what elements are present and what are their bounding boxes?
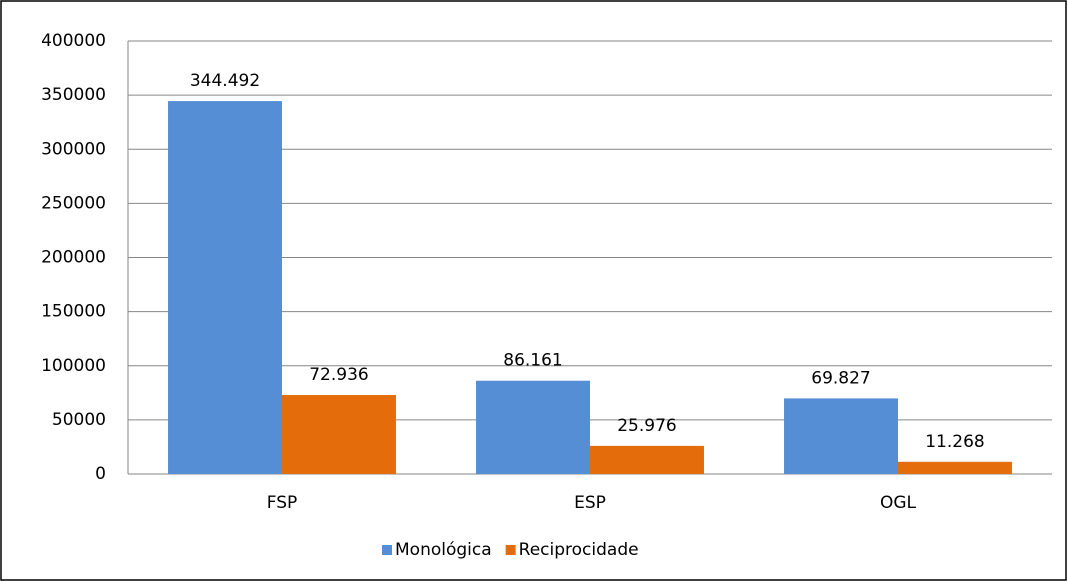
data-label: 344.492 xyxy=(190,71,260,91)
bar xyxy=(784,398,898,474)
y-tick-label: 150000 xyxy=(41,302,106,322)
legend-label: Reciprocidade xyxy=(519,540,639,560)
x-tick-label: OGL xyxy=(880,493,917,513)
data-label: 25.976 xyxy=(617,416,676,436)
x-tick-label: ESP xyxy=(574,493,606,513)
legend-swatch xyxy=(382,545,392,555)
bar xyxy=(590,445,704,474)
bar xyxy=(282,395,396,474)
bar xyxy=(476,380,590,474)
data-label: 11.268 xyxy=(925,432,984,452)
data-label: 72.936 xyxy=(309,365,368,385)
y-tick-label: 350000 xyxy=(41,85,106,105)
data-label: 69.827 xyxy=(811,368,870,388)
y-tick-label: 400000 xyxy=(41,31,106,51)
legend-label: Monológica xyxy=(395,540,492,560)
bar xyxy=(168,101,282,475)
legend-swatch xyxy=(505,545,516,555)
bar xyxy=(898,461,1012,474)
y-tick-label: 250000 xyxy=(41,193,106,213)
y-tick-label: 300000 xyxy=(41,139,106,159)
data-label: 86.161 xyxy=(503,351,562,371)
y-tick-label: 0 xyxy=(95,464,106,484)
y-tick-label: 50000 xyxy=(52,410,106,430)
y-tick-label: 200000 xyxy=(41,248,106,268)
x-tick-label: FSP xyxy=(267,493,298,513)
y-tick-label: 100000 xyxy=(41,356,106,376)
